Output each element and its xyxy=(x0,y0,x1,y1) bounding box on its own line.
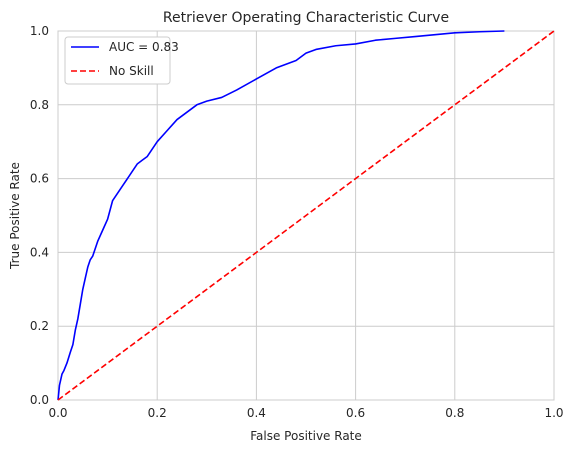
chart-title: Retriever Operating Characteristic Curve xyxy=(163,10,449,26)
series-layer xyxy=(57,30,555,401)
x-axis-label: False Positive Rate xyxy=(250,429,362,443)
legend-label-no-skill: No Skill xyxy=(109,64,154,78)
legend-label-auc: AUC = 0.83 xyxy=(109,40,179,54)
grid xyxy=(57,30,555,401)
x-tick-label: 0.2 xyxy=(148,406,167,420)
x-tick-label: 0.4 xyxy=(247,406,266,420)
no-skill-line xyxy=(57,30,555,401)
plot-frame xyxy=(57,30,555,401)
roc-curve-line xyxy=(57,30,505,401)
y-tick-label: 0.0 xyxy=(30,393,49,407)
x-tick-label: 0.0 xyxy=(48,406,67,420)
tick-labels: 0.0 0.2 0.4 0.6 0.8 1.0 0.0 0.2 0.4 0.6 0.8 1.0 xyxy=(30,24,564,420)
legend: AUC = 0.83 No Skill xyxy=(64,36,179,85)
y-tick-label: 1.0 xyxy=(30,24,49,38)
y-tick-label: 0.2 xyxy=(30,319,49,333)
y-axis-label: True Positive Rate xyxy=(8,162,22,270)
y-tick-label: 0.4 xyxy=(30,245,49,259)
x-tick-label: 0.6 xyxy=(346,406,365,420)
legend-box xyxy=(64,36,171,85)
y-tick-label: 0.8 xyxy=(30,98,49,112)
y-tick-label: 0.6 xyxy=(30,172,49,186)
x-tick-label: 0.8 xyxy=(445,406,464,420)
x-tick-label: 1.0 xyxy=(544,406,563,420)
